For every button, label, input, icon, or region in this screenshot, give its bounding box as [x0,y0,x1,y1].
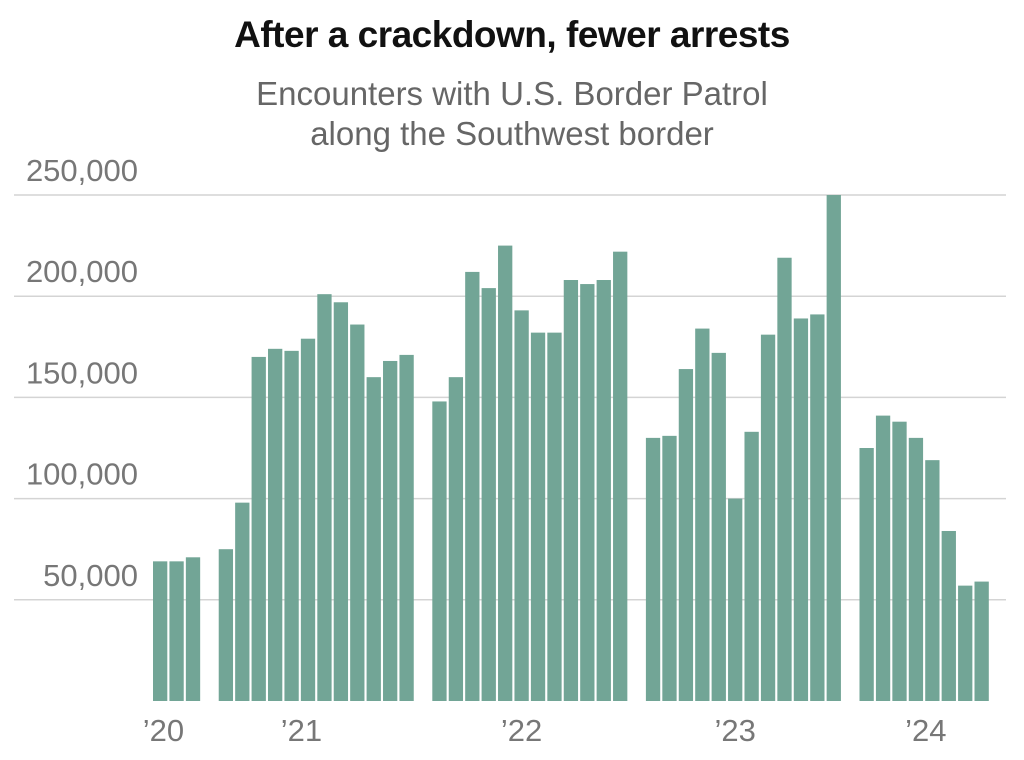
bar [875,415,891,701]
bar [185,557,201,701]
bar [153,561,168,701]
bar [711,352,726,701]
bar [383,360,398,701]
bar [810,314,825,701]
bar [465,271,480,701]
chart-subtitle: Encounters with U.S. Border Patrol along… [0,74,1024,154]
x-tick-label: ’21 [281,713,322,748]
bar [481,288,496,701]
bar [251,356,266,701]
bar [366,377,381,701]
x-tick-label: ’23 [715,713,756,748]
bar [958,585,973,701]
bar [530,332,546,701]
bar [596,280,611,701]
bar [399,354,414,701]
bar [695,328,710,701]
subtitle-line-2: along the Southwest border [310,115,714,152]
x-tick-label: ’20 [143,713,184,748]
bar [514,310,529,701]
subtitle-line-1: Encounters with U.S. Border Patrol [256,75,768,112]
bar [300,338,316,701]
y-axis-ticks: 50,000 100,000 150,000 200,000 250,000 [26,153,138,593]
bar [974,581,989,701]
bar [448,377,464,701]
bar [350,324,365,701]
bar [941,530,956,701]
x-tick-label: ’24 [905,713,946,748]
y-tick-label: 250,000 [26,153,138,188]
y-tick-label: 100,000 [26,457,138,492]
bar [268,348,283,701]
bar [235,502,250,701]
bar [892,421,907,701]
bar [432,401,447,701]
bar [563,280,579,701]
bar [547,332,562,701]
bar [498,245,513,701]
bar [317,294,332,701]
bar [793,318,809,701]
y-tick-label: 50,000 [43,558,138,593]
bar [760,334,776,701]
bar [678,369,694,701]
x-axis-ticks: ’20 ’21 ’22 ’23 ’24 [143,713,947,748]
bar [925,460,940,701]
bar [662,435,677,701]
bar [728,498,743,701]
y-tick-label: 150,000 [26,355,138,390]
bar [169,561,184,701]
bar [908,437,924,701]
bar [580,284,595,701]
bar [333,302,349,701]
bar [777,257,792,701]
bar [826,195,841,701]
bars [153,195,989,701]
chart-title: After a crackdown, fewer arrests [234,14,790,55]
bar [218,549,234,701]
bar [613,251,628,701]
bar [284,350,299,701]
bar [859,448,874,701]
y-tick-label: 200,000 [26,254,138,289]
bar [744,431,759,701]
bar [645,437,661,701]
x-tick-label: ’22 [501,713,542,748]
